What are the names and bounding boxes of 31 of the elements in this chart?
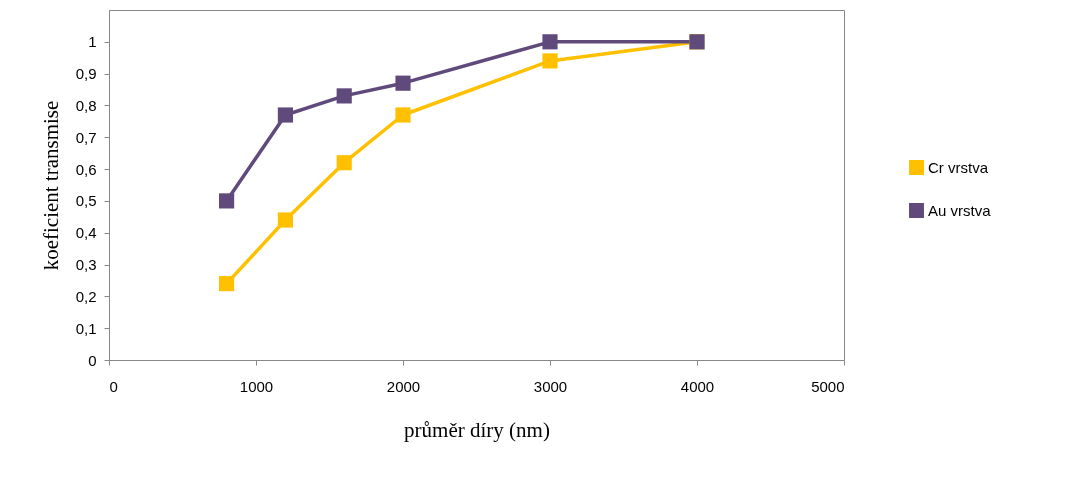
- x-tick-label: 5000: [811, 377, 845, 395]
- point: [336, 155, 352, 171]
- y-tick-label: 0,1: [75, 319, 97, 337]
- y-tick-label: 0,4: [75, 224, 97, 242]
- y-tick-label: 0,3: [75, 256, 97, 274]
- point: [219, 193, 235, 209]
- y-tick-label: 1: [88, 33, 97, 51]
- x-tick-label: 4000: [680, 377, 715, 395]
- legend-label: Cr vrstva: [928, 158, 989, 176]
- point: [219, 276, 235, 292]
- x-tick-label: 1000: [239, 377, 274, 395]
- x-tick-label: 3000: [533, 377, 568, 395]
- y-tick-label: 0,9: [75, 65, 97, 83]
- y-tick-label: 0,7: [75, 128, 97, 146]
- point: [395, 107, 411, 123]
- point: [277, 107, 293, 123]
- point: [542, 53, 558, 69]
- x-axis-title: průměr díry (nm): [404, 417, 550, 442]
- y-tick-label: 0,8: [75, 96, 97, 114]
- point: [542, 34, 558, 50]
- legend-label: Au vrstva: [928, 201, 992, 219]
- y-tick-label: 0,5: [75, 192, 97, 210]
- x-tick-label: 0: [109, 377, 118, 395]
- point: [277, 212, 293, 228]
- point: [336, 88, 352, 104]
- y-tick-label: 0,2: [75, 287, 97, 305]
- y-tick-label: 0,6: [75, 160, 97, 178]
- y-axis-title: koeficient transmise: [38, 100, 63, 271]
- x-tick-label: 2000: [386, 377, 421, 395]
- point: [395, 75, 411, 91]
- y-tick-label: 0: [88, 351, 97, 369]
